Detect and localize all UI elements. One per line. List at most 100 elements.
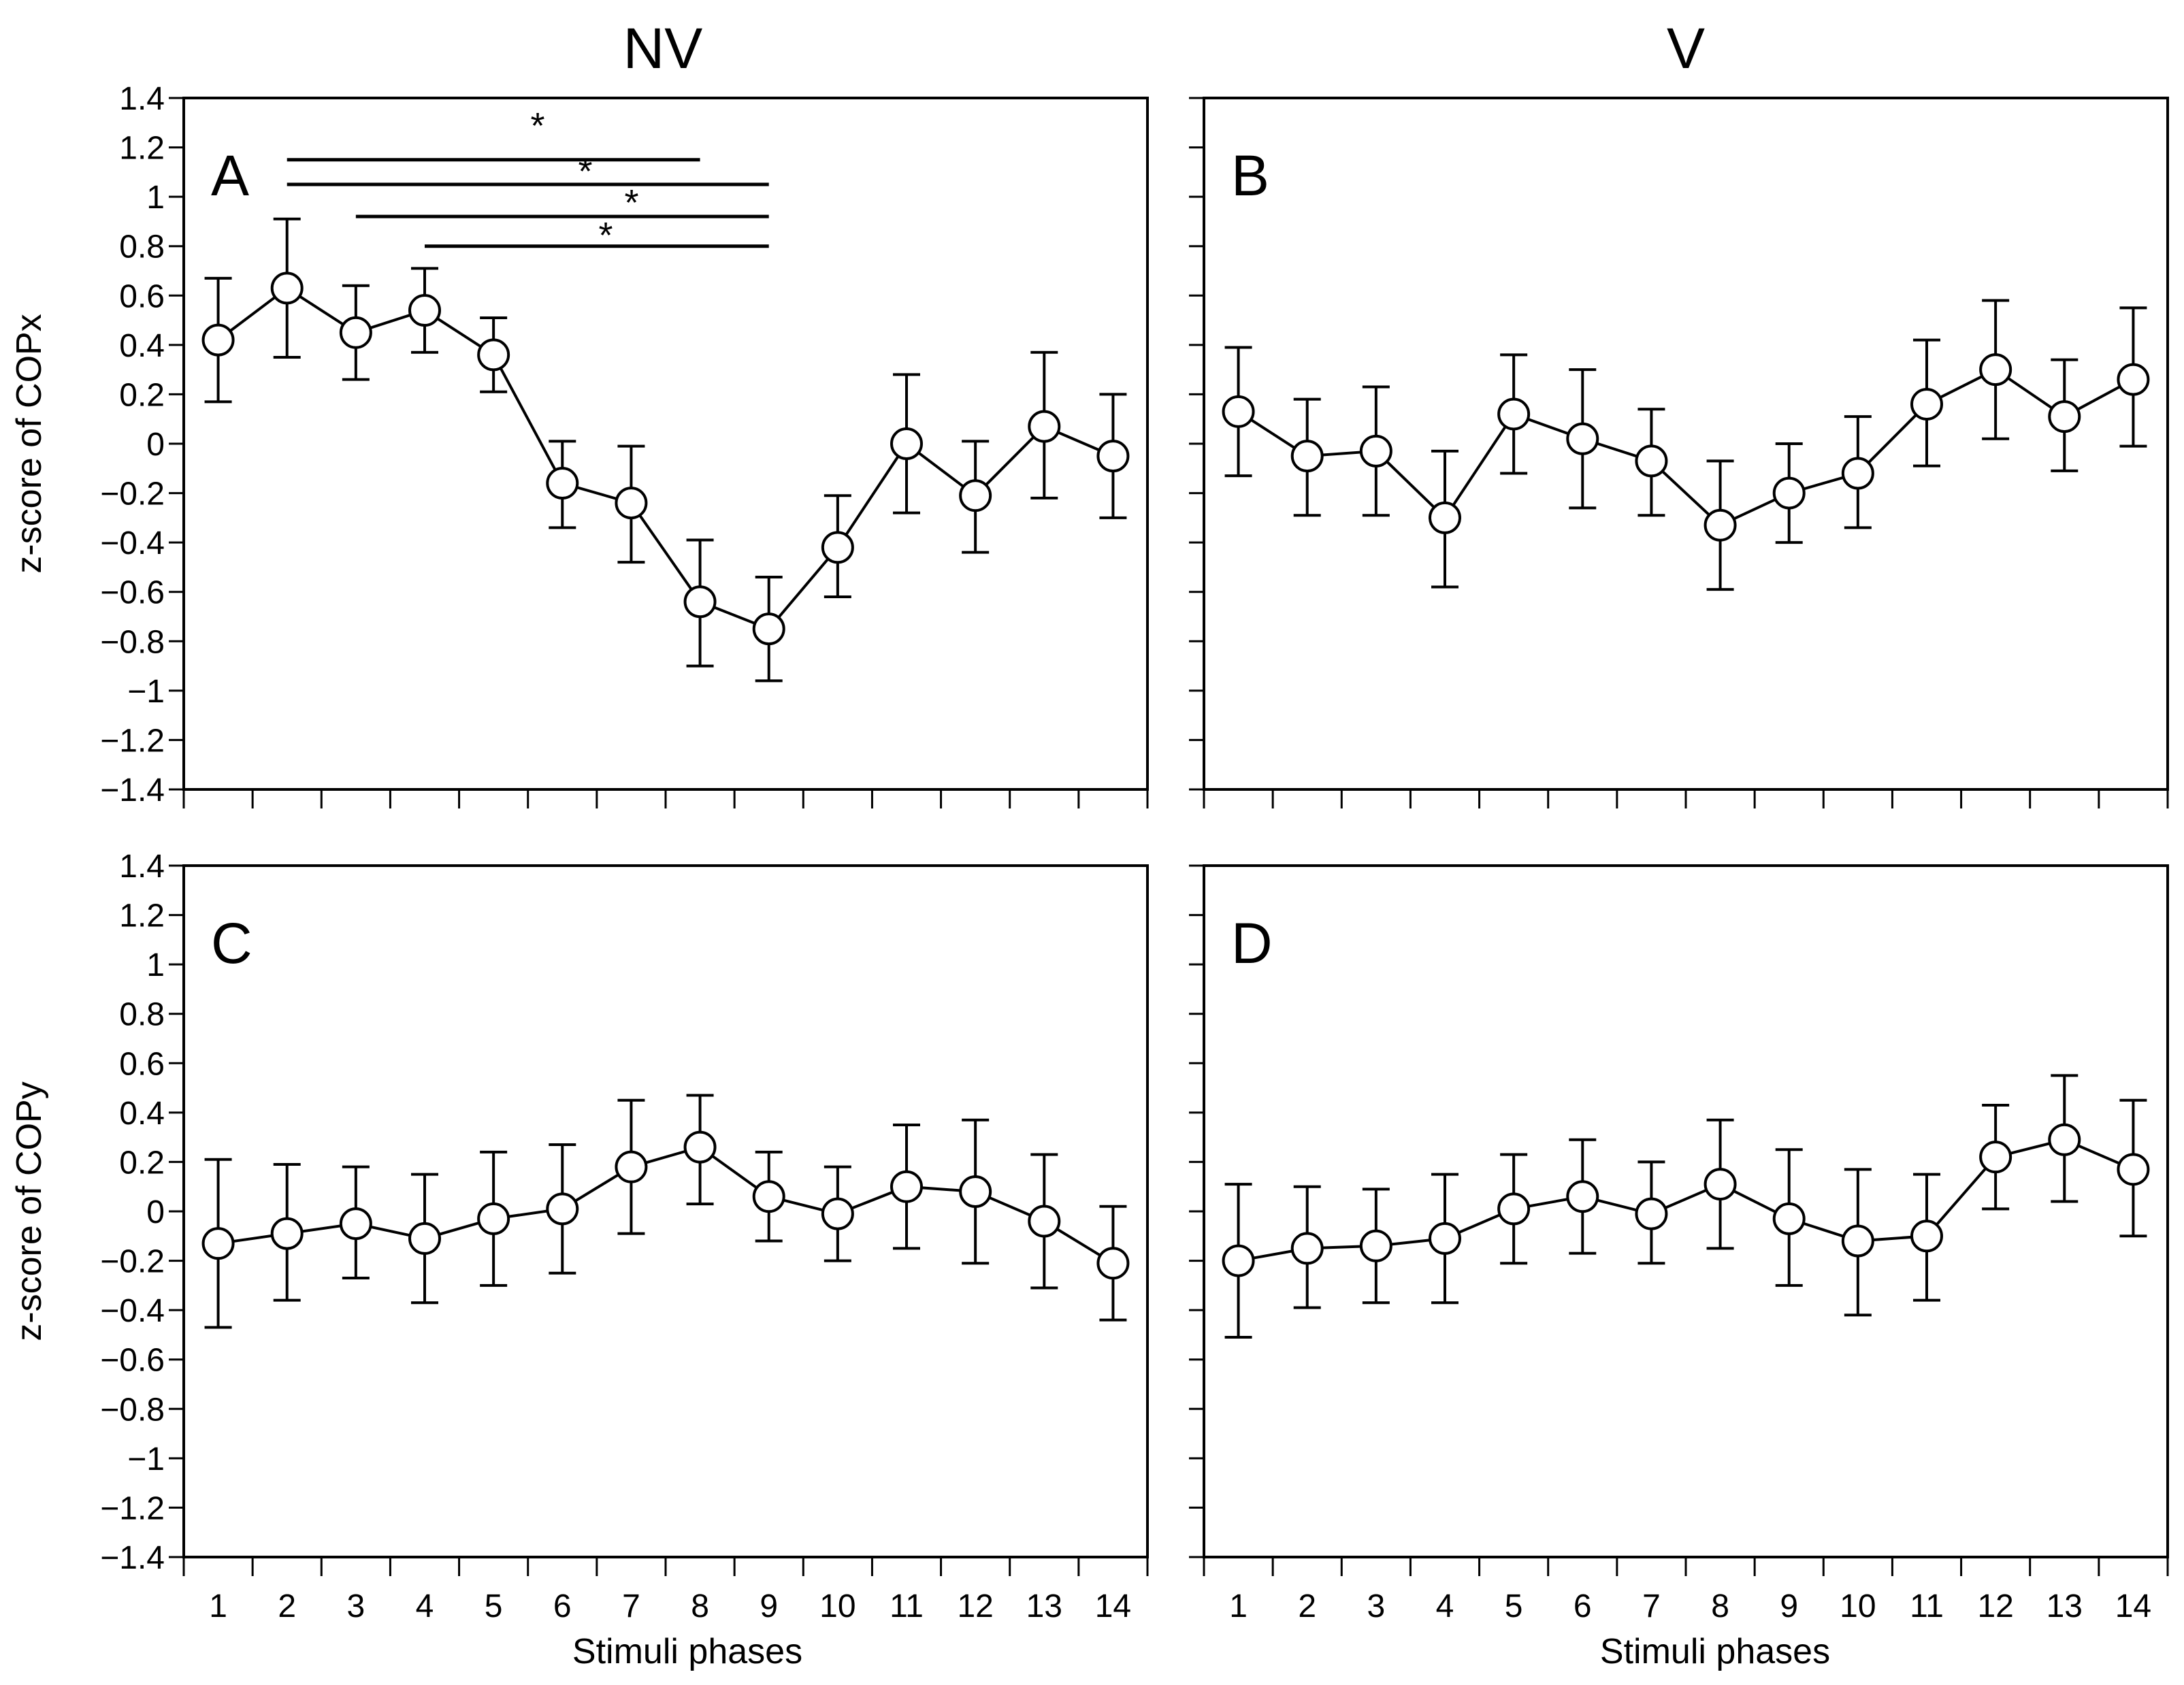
x-tick-label: 7 (622, 1588, 640, 1624)
x-tick-label: 11 (1910, 1588, 1944, 1624)
x-tick-label: 13 (2047, 1588, 2083, 1624)
x-tick-label: 6 (553, 1588, 572, 1624)
data-point (752, 1180, 785, 1213)
x-tick-label: 3 (1367, 1588, 1386, 1624)
y-tick-label: 1.2 (119, 898, 165, 934)
data-point (1028, 410, 1061, 443)
panel-a: 1.4 1.2 1 0.8 0.6 0.4 0.2 0 −0.2 −0.4 −0.6 −0.8 −1 −1… (100, 81, 1149, 808)
y-tick-label: −0.2 (100, 1244, 165, 1280)
data-point (959, 479, 992, 512)
y-tick-label: 0 (146, 1194, 165, 1230)
x-tick-label: 1 (209, 1588, 227, 1624)
data-point (270, 272, 304, 305)
y-tick-label: −1.4 (100, 772, 165, 808)
data-point (821, 531, 854, 564)
y-tick-label: −0.6 (100, 1343, 165, 1379)
data-point (1222, 395, 1255, 428)
data-point (1635, 1197, 1668, 1230)
x-tick-label: 12 (957, 1588, 993, 1624)
data-point (1841, 1224, 1874, 1258)
data-point (1497, 1192, 1531, 1226)
y-tick-label: −1.2 (100, 723, 165, 759)
y-tick-label: 1 (146, 947, 165, 983)
plot-frame (182, 97, 1149, 791)
y-tick-label: 0 (146, 427, 165, 463)
data-point (1497, 397, 1531, 431)
data-point (2117, 1153, 2150, 1186)
x-tick-label: 4 (1436, 1588, 1454, 1624)
column-title-v: V (1667, 16, 1705, 80)
data-point (1772, 1202, 1806, 1235)
panels: 1.4 1.2 1 0.8 0.6 0.4 0.2 0 −0.2 −0.4 −0.6 −0.8 −1 −1… (100, 81, 2169, 1624)
panel-label: D (1231, 911, 1273, 975)
x-tick-label: 8 (1711, 1588, 1729, 1624)
plot-frame (1203, 864, 2169, 1558)
y-tick-label: −1 (127, 674, 165, 710)
data-point (546, 1192, 579, 1226)
y-tick-label: 0.6 (119, 1046, 165, 1082)
y-tick-label: 1.2 (119, 131, 165, 167)
data-point (1566, 1180, 1599, 1213)
data-point (1979, 353, 2012, 387)
data-point (1772, 476, 1806, 510)
y-tick-label: 1 (146, 180, 165, 216)
y-tick-label: −0.8 (100, 624, 165, 660)
x-tick-label: 2 (278, 1588, 296, 1624)
data-point (339, 1207, 372, 1241)
data-point (890, 1170, 923, 1203)
data-point (821, 1197, 854, 1230)
x-axis-title-right: Stimuli phases (1600, 1632, 1830, 1671)
data-point (1704, 1168, 1737, 1201)
data-point (477, 338, 510, 372)
y-tick-label: 0.4 (119, 328, 165, 364)
significance-star: * (598, 215, 613, 256)
y-tick-label: 1.4 (119, 849, 165, 885)
data-point (1096, 440, 1130, 473)
data-point (1290, 440, 1324, 473)
x-tick-label: 10 (1840, 1588, 1876, 1624)
panel-c: 1.4 1.2 1 0.8 0.6 0.4 0.2 0 −0.2 −0.4 −0.6 −0.8 −1 −1… (100, 849, 1149, 1624)
y-tick-label: −1.4 (100, 1540, 165, 1576)
x-tick-label: 14 (2115, 1588, 2151, 1624)
y-tick-label: −0.6 (100, 575, 165, 611)
x-tick-label: 7 (1642, 1588, 1661, 1624)
data-point (752, 612, 785, 646)
panel-label: B (1231, 144, 1269, 208)
data-point (1635, 444, 1668, 478)
data-point (2117, 363, 2150, 396)
data-point (408, 294, 441, 327)
y-tick-label: −0.2 (100, 476, 165, 512)
significance-star: * (624, 182, 638, 223)
data-point (201, 1227, 235, 1260)
data-point (1359, 1229, 1392, 1262)
y-tick-label: 0.6 (119, 278, 165, 314)
y-tick-label: −0.4 (100, 1293, 165, 1329)
data-point (1910, 1220, 1943, 1253)
y-tick-label: 0.2 (119, 377, 165, 413)
data-point (1359, 434, 1392, 468)
y-tick-label: 0.4 (119, 1096, 165, 1132)
data-point (477, 1202, 510, 1235)
y-axis-title-copx: z-score of COPx (10, 314, 49, 573)
x-tick-label: 14 (1095, 1588, 1131, 1624)
y-tick-label: −0.4 (100, 525, 165, 561)
data-point (615, 1150, 648, 1183)
data-point (959, 1175, 992, 1208)
x-axis-title-left: Stimuli phases (572, 1632, 802, 1671)
y-tick-label: 0.2 (119, 1145, 165, 1181)
data-point (1222, 1244, 1255, 1277)
y-tick-label: −1 (127, 1441, 165, 1477)
data-point (683, 585, 717, 619)
x-tick-label: 10 (819, 1588, 855, 1624)
data-point (683, 1130, 717, 1164)
data-point (890, 427, 923, 460)
data-point (2048, 400, 2081, 433)
data-point (1429, 1222, 1461, 1255)
panel-b: B (1189, 97, 2169, 808)
data-point (1841, 457, 1874, 490)
x-tick-label: 3 (347, 1588, 365, 1624)
x-tick-label: 13 (1026, 1588, 1062, 1624)
data-point (339, 316, 372, 349)
y-tick-label: −1.2 (100, 1490, 165, 1526)
